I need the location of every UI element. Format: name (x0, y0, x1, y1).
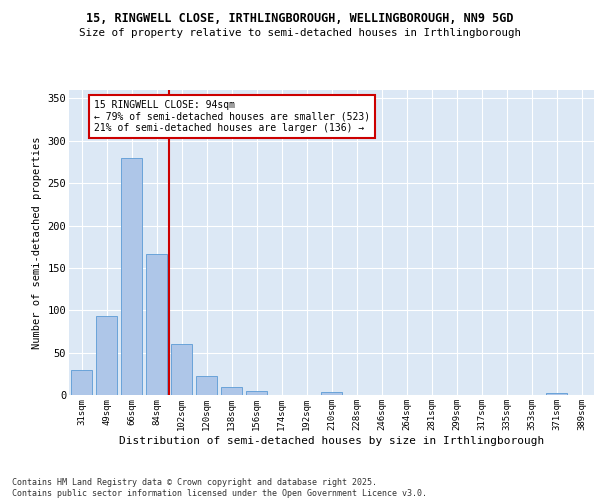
Bar (221, 386, 242, 395)
Bar (146, 254, 167, 395)
Bar (171, 344, 192, 395)
Text: Contains HM Land Registry data © Crown copyright and database right 2025.
Contai: Contains HM Land Registry data © Crown c… (12, 478, 427, 498)
Bar (196, 376, 217, 395)
Text: 15, RINGWELL CLOSE, IRTHLINGBOROUGH, WELLINGBOROUGH, NN9 5GD: 15, RINGWELL CLOSE, IRTHLINGBOROUGH, WEL… (86, 12, 514, 26)
Text: Size of property relative to semi-detached houses in Irthlingborough: Size of property relative to semi-detach… (79, 28, 521, 38)
X-axis label: Distribution of semi-detached houses by size in Irthlingborough: Distribution of semi-detached houses by … (119, 436, 544, 446)
Text: 15 RINGWELL CLOSE: 94sqm
← 79% of semi-detached houses are smaller (523)
21% of : 15 RINGWELL CLOSE: 94sqm ← 79% of semi-d… (94, 100, 370, 134)
Bar (96, 316, 117, 395)
Bar (71, 370, 92, 395)
Bar (121, 158, 142, 395)
Bar (321, 392, 342, 395)
Bar (246, 391, 267, 395)
Y-axis label: Number of semi-detached properties: Number of semi-detached properties (32, 136, 42, 349)
Bar (546, 394, 567, 395)
